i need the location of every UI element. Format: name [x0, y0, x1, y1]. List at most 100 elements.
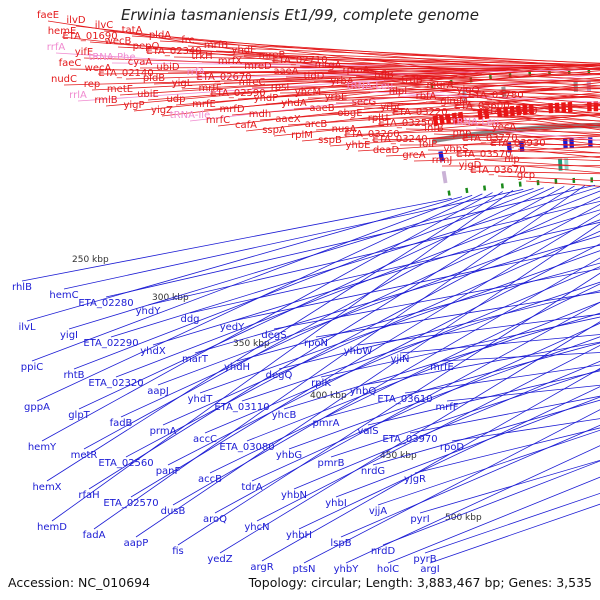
- forward-label-line: [313, 81, 600, 89]
- reverse-gene-label: yhdY: [136, 306, 162, 317]
- forward-gene-label: ETA_02590: [210, 88, 265, 99]
- reverse-gene-label: ETA_03610: [377, 394, 432, 405]
- forward-gene-label: yrbE: [325, 92, 348, 103]
- forward-label-line: [439, 90, 600, 110]
- forward-label-line: [201, 61, 600, 67]
- forward-gene-label: nudC: [51, 74, 77, 85]
- forward-label-line: [371, 134, 600, 141]
- reverse-gene-label: vjjA: [369, 506, 387, 517]
- reverse-gene-label: rfaH: [78, 490, 99, 501]
- reverse-label-line: [335, 396, 600, 498]
- forward-gene-label: nlp: [504, 154, 519, 165]
- reverse-gene-label: yhdT: [188, 394, 214, 405]
- outer-tick: [430, 82, 434, 89]
- forward-gene-label: ETA_01690: [62, 31, 117, 42]
- forward-gene-label: pldA: [149, 30, 171, 41]
- reverse-gene-label: yhdX: [140, 346, 166, 357]
- forward-gene-label: infB: [424, 123, 444, 134]
- reverse-label-line: [231, 244, 600, 322]
- forward-gene-label: faeE: [37, 10, 59, 21]
- forward-gene-label: cyaA: [128, 57, 153, 68]
- forward-gene-label: obgE: [337, 108, 362, 119]
- forward-gene-label: nusA: [332, 124, 357, 135]
- reverse-label-line: [125, 203, 600, 458]
- forward-gene-label: rpsO: [436, 112, 460, 123]
- reverse-gene-label: yhbQ: [350, 386, 377, 397]
- forward-gene-label: mrfD: [219, 104, 244, 115]
- reverse-label-line: [340, 424, 600, 538]
- forward-gene-label: yecA: [492, 122, 517, 133]
- forward-gene-label: yifE: [75, 47, 94, 58]
- reverse-gene-label: aroQ: [203, 514, 227, 525]
- reverse-label-line: [293, 360, 600, 490]
- forward-gene-label: tRNA-Leu: [453, 117, 499, 128]
- forward-gene-label: glmM: [440, 96, 468, 107]
- forward-label-line: [223, 74, 600, 84]
- reverse-gene-label: lspB: [330, 538, 351, 549]
- forward-gene-label: ETA_02340: [146, 46, 201, 57]
- reverse-gene-label: aapJ: [147, 386, 169, 397]
- reverse-label-line: [209, 283, 600, 474]
- forward-label-line: [265, 87, 600, 105]
- reverse-gene-label: mrfE: [430, 362, 454, 373]
- forward-label-line: [383, 80, 600, 99]
- tick-label: 350 kbp: [233, 339, 270, 349]
- forward-gene-label: cafA: [235, 120, 257, 131]
- forward-gene-label: yjgD: [459, 160, 482, 171]
- forward-label-line: [397, 96, 600, 110]
- reverse-label-line: [320, 316, 600, 378]
- forward-label-line: [299, 65, 600, 80]
- forward-label-line: [469, 170, 600, 175]
- forward-label-line: [285, 76, 600, 82]
- reverse-label-line: [409, 395, 600, 434]
- reverse-gene-label: yigI: [60, 330, 78, 341]
- reverse-label-line: [446, 384, 600, 402]
- forward-label-line: [215, 50, 600, 66]
- forward-gene-label: mrfX: [218, 56, 242, 67]
- forward-gene-label: rrmJ: [432, 155, 453, 166]
- forward-gene-label: trkH: [191, 51, 212, 62]
- reverse-label-line: [303, 409, 600, 564]
- reverse-gene-label: rpoN: [304, 338, 328, 349]
- reverse-gene-label: yhcN: [244, 522, 269, 533]
- forward-label-line: [399, 143, 600, 146]
- reverse-label-line: [88, 185, 575, 490]
- reverse-gene-label: ETA_02290: [83, 338, 138, 349]
- label-lines: [21, 20, 600, 564]
- reverse-gene-label: rhtB: [63, 370, 84, 381]
- reverse-label-line: [157, 219, 600, 386]
- tick-label: 500 kbp: [445, 513, 482, 523]
- reverse-gene-label: degS: [261, 330, 286, 341]
- reverse-gene-label: argR: [250, 562, 273, 573]
- reverse-label-line: [41, 192, 493, 442]
- forward-gene-label: fre: [181, 35, 195, 46]
- reverse-gene-label: nrdD: [371, 546, 396, 557]
- forward-gene-label: ubiD: [156, 62, 179, 73]
- forward-label-line: [315, 114, 600, 131]
- forward-label-line: [385, 146, 600, 157]
- reverse-gene-label: ppiC: [21, 362, 43, 373]
- forward-label-line: [187, 45, 600, 64]
- forward-label-line: [321, 105, 600, 115]
- reverse-label-line: [261, 368, 600, 562]
- reverse-label-line: [451, 418, 600, 442]
- forward-gene-label: hflB: [374, 70, 394, 81]
- reverse-label-line: [162, 230, 600, 426]
- forward-label-line: [413, 156, 600, 162]
- forward-label-line: [111, 62, 547, 68]
- genome-summary: Topology: circular; Length: 3,883,467 bp…: [248, 575, 592, 590]
- forward-gene-label: rpmA: [342, 65, 369, 76]
- forward-gene-label: ETA_03600: [454, 101, 509, 112]
- reverse-gene-label: ETA_02280: [78, 298, 133, 309]
- tick-label: 250 kbp: [72, 255, 109, 265]
- reverse-label-line: [288, 336, 600, 450]
- reverse-label-line: [204, 266, 600, 434]
- reverse-label-line: [387, 476, 600, 564]
- forward-gene-label: ETA_03220: [392, 107, 447, 118]
- forward-label-line: [293, 96, 600, 110]
- tick-label: 450 kbp: [380, 451, 417, 461]
- reverse-gene-label: accB: [198, 474, 222, 485]
- reverse-gene-label: argI: [420, 564, 439, 575]
- forward-gene-label: yigL: [172, 78, 193, 89]
